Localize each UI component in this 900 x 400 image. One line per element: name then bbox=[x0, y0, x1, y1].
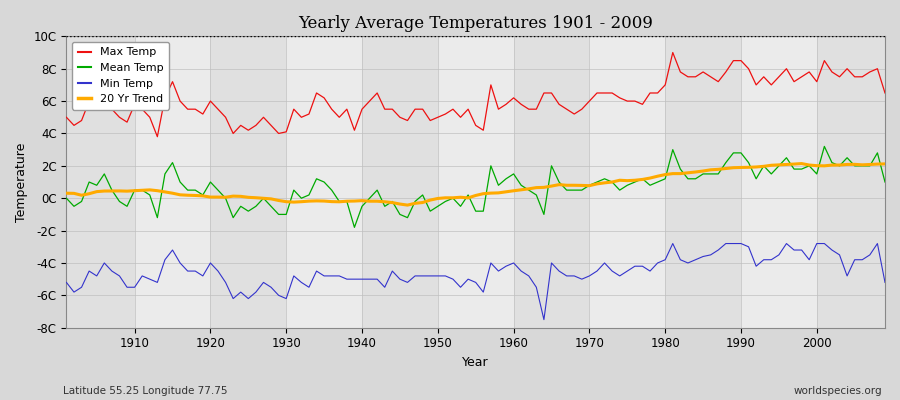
Bar bbox=[437, 36, 514, 328]
Bar bbox=[665, 36, 741, 328]
Bar bbox=[67, 36, 135, 328]
Bar bbox=[514, 36, 590, 328]
Title: Yearly Average Temperatures 1901 - 2009: Yearly Average Temperatures 1901 - 2009 bbox=[298, 15, 653, 32]
Bar bbox=[590, 36, 665, 328]
Bar bbox=[362, 36, 437, 328]
Legend: Max Temp, Mean Temp, Min Temp, 20 Yr Trend: Max Temp, Mean Temp, Min Temp, 20 Yr Tre… bbox=[72, 42, 169, 110]
Y-axis label: Temperature: Temperature bbox=[15, 142, 28, 222]
Text: worldspecies.org: worldspecies.org bbox=[794, 386, 882, 396]
X-axis label: Year: Year bbox=[463, 356, 489, 369]
Bar bbox=[817, 36, 885, 328]
Bar bbox=[135, 36, 211, 328]
Bar bbox=[286, 36, 362, 328]
Bar bbox=[741, 36, 817, 328]
Text: Latitude 55.25 Longitude 77.75: Latitude 55.25 Longitude 77.75 bbox=[63, 386, 228, 396]
Bar bbox=[211, 36, 286, 328]
